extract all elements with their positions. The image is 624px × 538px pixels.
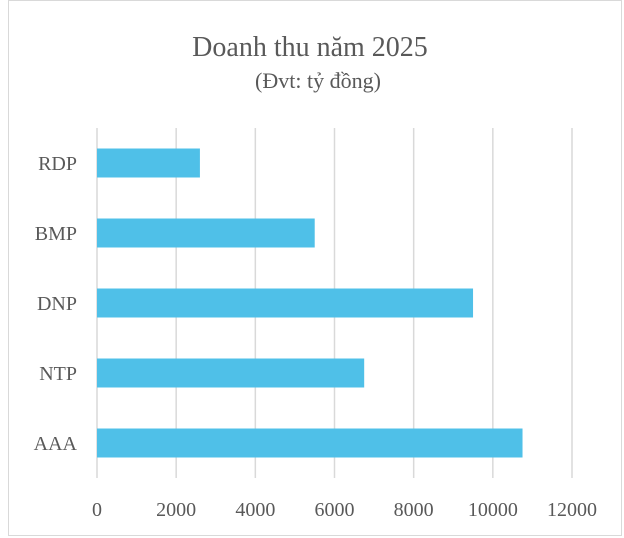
category-labels: RDP BMP DNP NTP AAA xyxy=(34,153,78,455)
category-label-ntp: NTP xyxy=(39,363,77,385)
bar-bmp xyxy=(97,218,315,248)
category-label-bmp: BMP xyxy=(35,223,77,245)
category-label-rdp: RDP xyxy=(38,153,77,175)
bar-aaa xyxy=(97,428,523,458)
x-tick-label: 0 xyxy=(92,499,102,521)
bar-rdp xyxy=(97,148,200,178)
bar-dnp xyxy=(97,288,474,318)
x-tick-label: 10000 xyxy=(468,499,518,521)
chart-subtitle: (Đvt: tỷ đồng) xyxy=(255,68,381,93)
category-label-aaa: AAA xyxy=(34,433,78,455)
bar-ntp xyxy=(97,358,365,388)
x-tick-labels: 0 2000 4000 6000 8000 10000 12000 xyxy=(92,499,597,521)
bars xyxy=(97,148,523,458)
category-label-dnp: DNP xyxy=(37,293,77,315)
x-tick-label: 4000 xyxy=(235,499,275,521)
chart-title: Doanh thu năm 2025 xyxy=(192,32,428,63)
x-tick-label: 8000 xyxy=(394,499,434,521)
x-tick-label: 6000 xyxy=(315,499,355,521)
x-tick-label: 2000 xyxy=(156,499,196,521)
x-tick-label: 12000 xyxy=(547,499,597,521)
